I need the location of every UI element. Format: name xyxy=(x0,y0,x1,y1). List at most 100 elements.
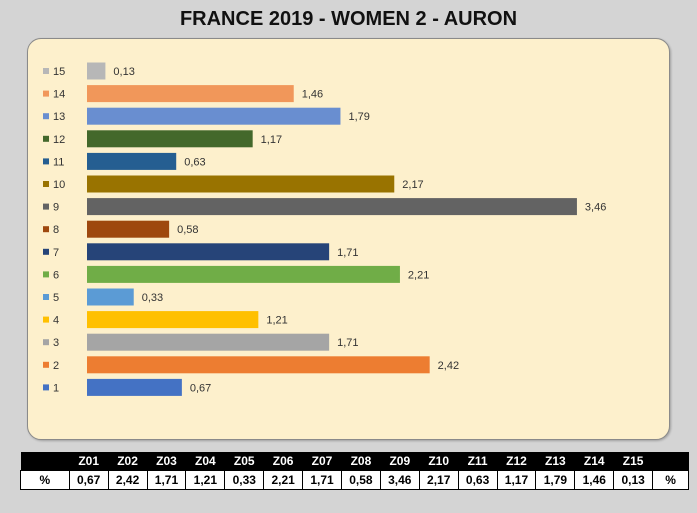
table-header-blank xyxy=(20,452,70,471)
legend-label: 4 xyxy=(53,315,59,327)
table-header-blank xyxy=(652,452,689,471)
bar xyxy=(87,265,400,283)
bar xyxy=(87,243,330,261)
data-label: 1,21 xyxy=(266,315,287,327)
legend-label: 6 xyxy=(53,269,59,281)
data-label: 1,46 xyxy=(302,89,323,101)
legend-label: 11 xyxy=(53,156,64,168)
bar xyxy=(87,333,330,351)
table-header-cell: Z11 xyxy=(458,452,498,471)
data-label: 0,13 xyxy=(113,66,134,78)
bar xyxy=(87,130,253,148)
legend-swatch xyxy=(43,384,49,391)
bar xyxy=(87,175,395,193)
table-value-cell: 3,46 xyxy=(379,470,420,490)
legend-label: 10 xyxy=(53,179,65,191)
table-header-cell: Z03 xyxy=(147,452,186,471)
legend-swatch xyxy=(43,90,49,97)
legend-label: 3 xyxy=(53,337,59,349)
legend-swatch xyxy=(43,226,49,233)
table-header-cell: Z05 xyxy=(224,452,264,471)
legend-swatch xyxy=(43,68,49,74)
table-value-cell: 2,17 xyxy=(418,470,459,490)
table-value-cell: 1,79 xyxy=(535,470,576,490)
data-label: 2,17 xyxy=(402,179,423,191)
legend-swatch xyxy=(43,339,49,346)
legend-swatch xyxy=(43,135,49,142)
legend-swatch xyxy=(43,181,49,187)
table-header-cell: Z04 xyxy=(185,452,225,471)
legend-label: 13 xyxy=(53,111,65,123)
bar xyxy=(87,378,182,396)
table-value-cell: 1,71 xyxy=(302,470,342,490)
legend-swatch xyxy=(43,203,49,210)
table-value-cell: 0,58 xyxy=(340,470,381,490)
legend-swatch xyxy=(43,361,49,368)
data-label: 1,79 xyxy=(348,111,369,123)
table-value-cell: 1,17 xyxy=(496,470,537,490)
legend-label: 14 xyxy=(53,89,65,101)
table-row-label: % xyxy=(20,470,70,490)
table-value-cell: 0,13 xyxy=(613,470,654,490)
data-label: 1,71 xyxy=(337,337,358,349)
legend-label: 12 xyxy=(53,134,65,146)
legend-swatch xyxy=(43,113,49,120)
table-header-cell: Z02 xyxy=(108,452,148,471)
table-header-cell: Z08 xyxy=(341,452,381,471)
bar xyxy=(87,62,106,80)
table-value-cell: 1,46 xyxy=(574,470,615,490)
table-header-cell: Z10 xyxy=(419,452,459,471)
bar xyxy=(87,288,134,306)
table-value-cell: 0,67 xyxy=(68,470,109,490)
table-values-row: % 0,67 2,42 1,71 1,21 0,33 2,21 1,71 0,5… xyxy=(20,470,689,490)
data-label: 0,33 xyxy=(142,292,163,304)
table-header-cell: Z15 xyxy=(613,452,653,471)
legend-label: 8 xyxy=(53,224,59,236)
bar xyxy=(87,311,259,329)
data-table: Z01 Z02 Z03 Z04 Z05 Z06 Z07 Z08 Z09 Z10 … xyxy=(20,452,689,490)
legend-label: 5 xyxy=(53,292,59,304)
bar xyxy=(87,152,177,170)
legend-swatch xyxy=(43,294,49,300)
data-label: 2,21 xyxy=(408,269,429,281)
bar xyxy=(87,356,430,374)
data-label: 3,46 xyxy=(585,202,606,214)
table-header-cell: Z01 xyxy=(69,452,109,471)
legend-label: 9 xyxy=(53,202,59,214)
data-label: 1,17 xyxy=(261,134,282,146)
table-header-cell: Z14 xyxy=(574,452,614,471)
table-unit-label: % xyxy=(652,470,689,490)
table-value-cell: 2,42 xyxy=(107,470,148,490)
legend-label: 1 xyxy=(53,382,59,394)
legend-swatch xyxy=(43,158,49,165)
legend-label: 7 xyxy=(53,247,59,259)
table-header-cell: Z12 xyxy=(497,452,536,471)
table-header-cell: Z09 xyxy=(380,452,420,471)
table-value-cell: 1,21 xyxy=(185,470,226,490)
legend-swatch xyxy=(43,316,49,323)
legend-swatch xyxy=(43,271,49,278)
legend-label: 15 xyxy=(53,66,65,78)
data-label: 0,58 xyxy=(177,224,198,236)
table-header-cell: Z07 xyxy=(302,452,342,471)
table-value-cell: 0,33 xyxy=(224,470,265,490)
legend-label: 2 xyxy=(53,360,59,372)
bar xyxy=(87,220,170,238)
data-label: 0,63 xyxy=(184,156,205,168)
table-header-row: Z01 Z02 Z03 Z04 Z05 Z06 Z07 Z08 Z09 Z10 … xyxy=(20,452,689,471)
data-label: 1,71 xyxy=(337,247,358,259)
table-header-cell: Z13 xyxy=(535,452,575,471)
chart-title: FRANCE 2019 - WOMEN 2 - AURON xyxy=(179,8,518,30)
bar xyxy=(87,107,341,125)
table-header-cell: Z06 xyxy=(263,452,303,471)
bar xyxy=(87,85,294,103)
legend-swatch xyxy=(43,248,49,255)
chart-panel: 15 0,13 14 1,46 13 1,79 12 1,17 11 0,63 10 2,17 9 3,4… xyxy=(27,38,670,440)
table-value-cell: 0,63 xyxy=(457,470,498,490)
bar xyxy=(87,198,577,216)
table-value-cell: 1,71 xyxy=(146,470,187,490)
data-label: 0,67 xyxy=(190,382,211,394)
table-value-cell: 2,21 xyxy=(263,470,304,490)
data-label: 2,42 xyxy=(438,360,459,372)
